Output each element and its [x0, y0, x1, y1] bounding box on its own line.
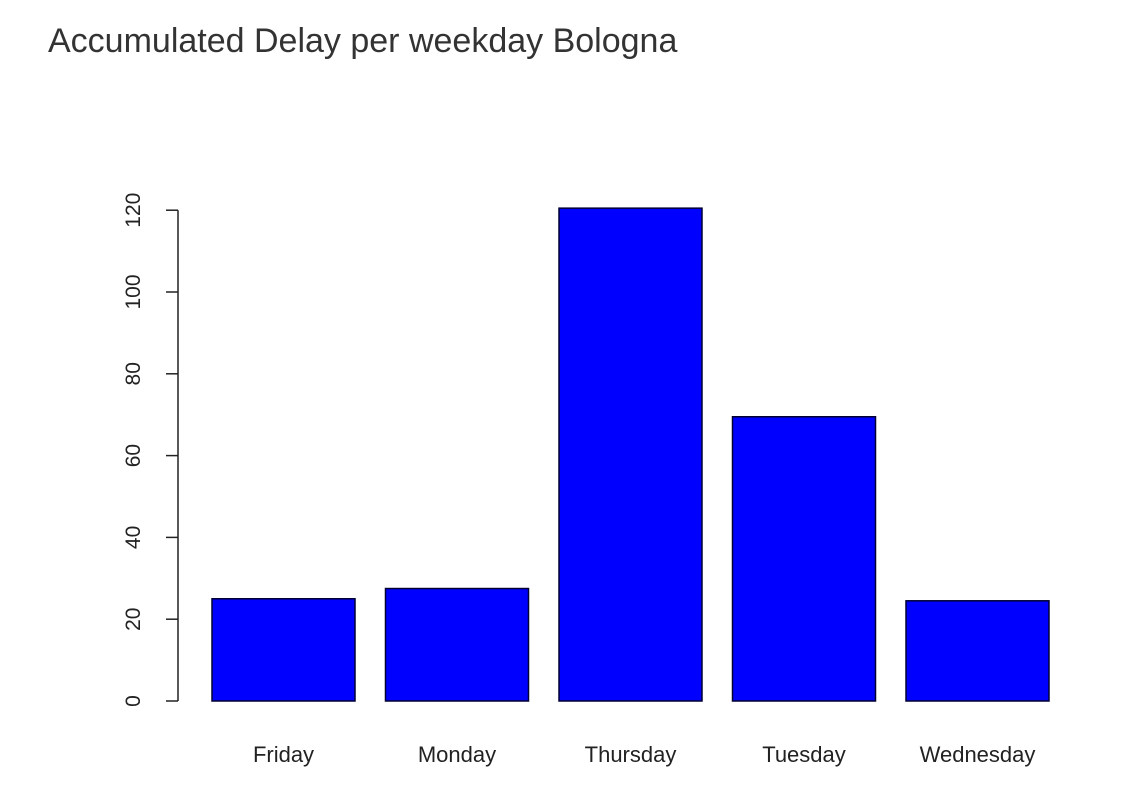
y-tick-label: 60	[122, 444, 145, 467]
x-category-label: Tuesday	[762, 742, 846, 767]
x-category-label: Monday	[418, 742, 496, 767]
y-tick-label: 0	[122, 695, 145, 707]
x-axis-labels: Friday Monday Thursday Tuesday Wednesday	[253, 742, 1035, 767]
y-tick-label: 40	[122, 526, 145, 549]
bar-monday	[384, 587, 530, 702]
y-axis: 0 20 40 60 80 100 120	[122, 193, 179, 707]
x-category-label: Thursday	[585, 742, 677, 767]
bar-thursday	[558, 207, 703, 702]
bar-friday	[211, 598, 356, 702]
bar-wednesday	[905, 600, 1050, 702]
y-tick-label: 120	[122, 193, 145, 228]
y-tick-label: 20	[122, 608, 145, 631]
bars	[211, 207, 1050, 702]
chart-title: Accumulated Delay per weekday Bologna	[48, 22, 678, 60]
y-tick-label: 100	[122, 274, 145, 309]
bar-tuesday	[731, 415, 877, 702]
x-category-label: Friday	[253, 742, 314, 767]
y-tick-label: 80	[122, 362, 145, 385]
x-category-label: Wednesday	[920, 742, 1036, 767]
